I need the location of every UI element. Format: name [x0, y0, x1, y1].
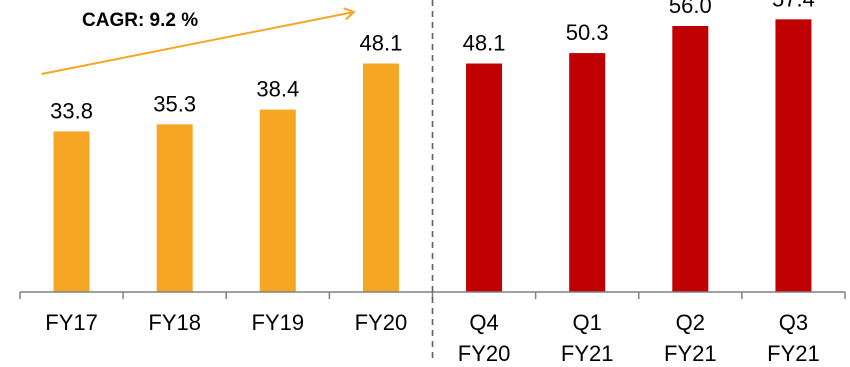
category-label-5-line-1: FY21: [561, 341, 614, 366]
category-label-6-line-1: FY21: [664, 341, 717, 366]
category-label-7-line-0: Q3: [779, 310, 808, 335]
cagr-arrow-head: [343, 7, 356, 21]
category-label-2: FY19: [252, 310, 305, 335]
value-label-2: 38.4: [256, 77, 299, 102]
value-labels-group: 33.8 35.3 38.4 48.1 48.1 50.3 56.0 57.4: [50, 0, 815, 123]
cagr-arrow-line: [41, 11, 355, 75]
cagr-annotation: CAGR: 9.2 %: [41, 7, 356, 75]
value-label-6: 56.0: [669, 0, 712, 18]
bar-2: [259, 109, 296, 292]
category-label-1: FY18: [148, 310, 201, 335]
bar-3: [362, 63, 399, 292]
category-label-7-line-1: FY21: [767, 341, 820, 366]
bars-group: [53, 19, 812, 292]
category-label-3: FY20: [355, 310, 408, 335]
value-label-4: 48.1: [463, 31, 506, 56]
value-label-5: 50.3: [566, 20, 609, 45]
category-label-4-line-0: Q4: [469, 310, 498, 335]
category-label-6-line-0: Q2: [676, 310, 705, 335]
category-labels-group: FY17 FY18 FY19 FY20 Q4 FY20 Q1 FY21 Q2 FY21 Q3 FY21: [45, 310, 819, 366]
bar-5: [569, 53, 606, 292]
cagr-label: CAGR: 9.2 %: [82, 10, 198, 31]
category-label-5-line-0: Q1: [573, 310, 602, 335]
value-label-0: 33.8: [50, 98, 93, 123]
value-label-1: 35.3: [153, 91, 196, 116]
bar-7: [775, 19, 812, 292]
category-label-4-line-1: FY20: [458, 341, 511, 366]
category-label-0: FY17: [45, 310, 98, 335]
bar-0: [53, 131, 90, 292]
bar-4: [466, 63, 503, 292]
value-label-3: 48.1: [360, 31, 403, 56]
bar-1: [156, 124, 193, 292]
bar-6: [672, 26, 709, 292]
value-label-7: 57.4: [772, 0, 815, 11]
